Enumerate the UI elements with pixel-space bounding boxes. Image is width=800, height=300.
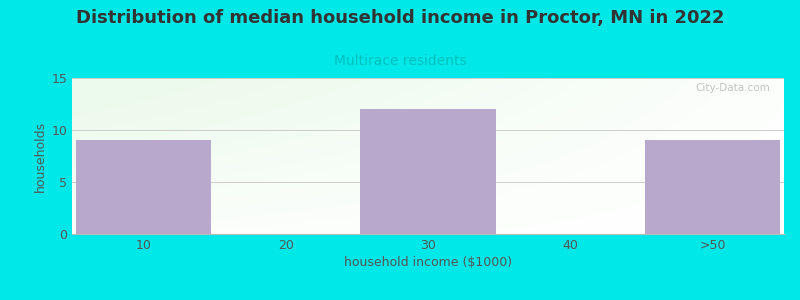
X-axis label: household income ($1000): household income ($1000) [344, 256, 512, 269]
Bar [645, 140, 781, 234]
Text: Distribution of median household income in Proctor, MN in 2022: Distribution of median household income … [76, 9, 724, 27]
Text: City-Data.com: City-Data.com [695, 83, 770, 93]
Y-axis label: households: households [34, 120, 47, 192]
Bar [75, 140, 211, 234]
Text: Multirace residents: Multirace residents [334, 54, 466, 68]
Bar [360, 109, 496, 234]
